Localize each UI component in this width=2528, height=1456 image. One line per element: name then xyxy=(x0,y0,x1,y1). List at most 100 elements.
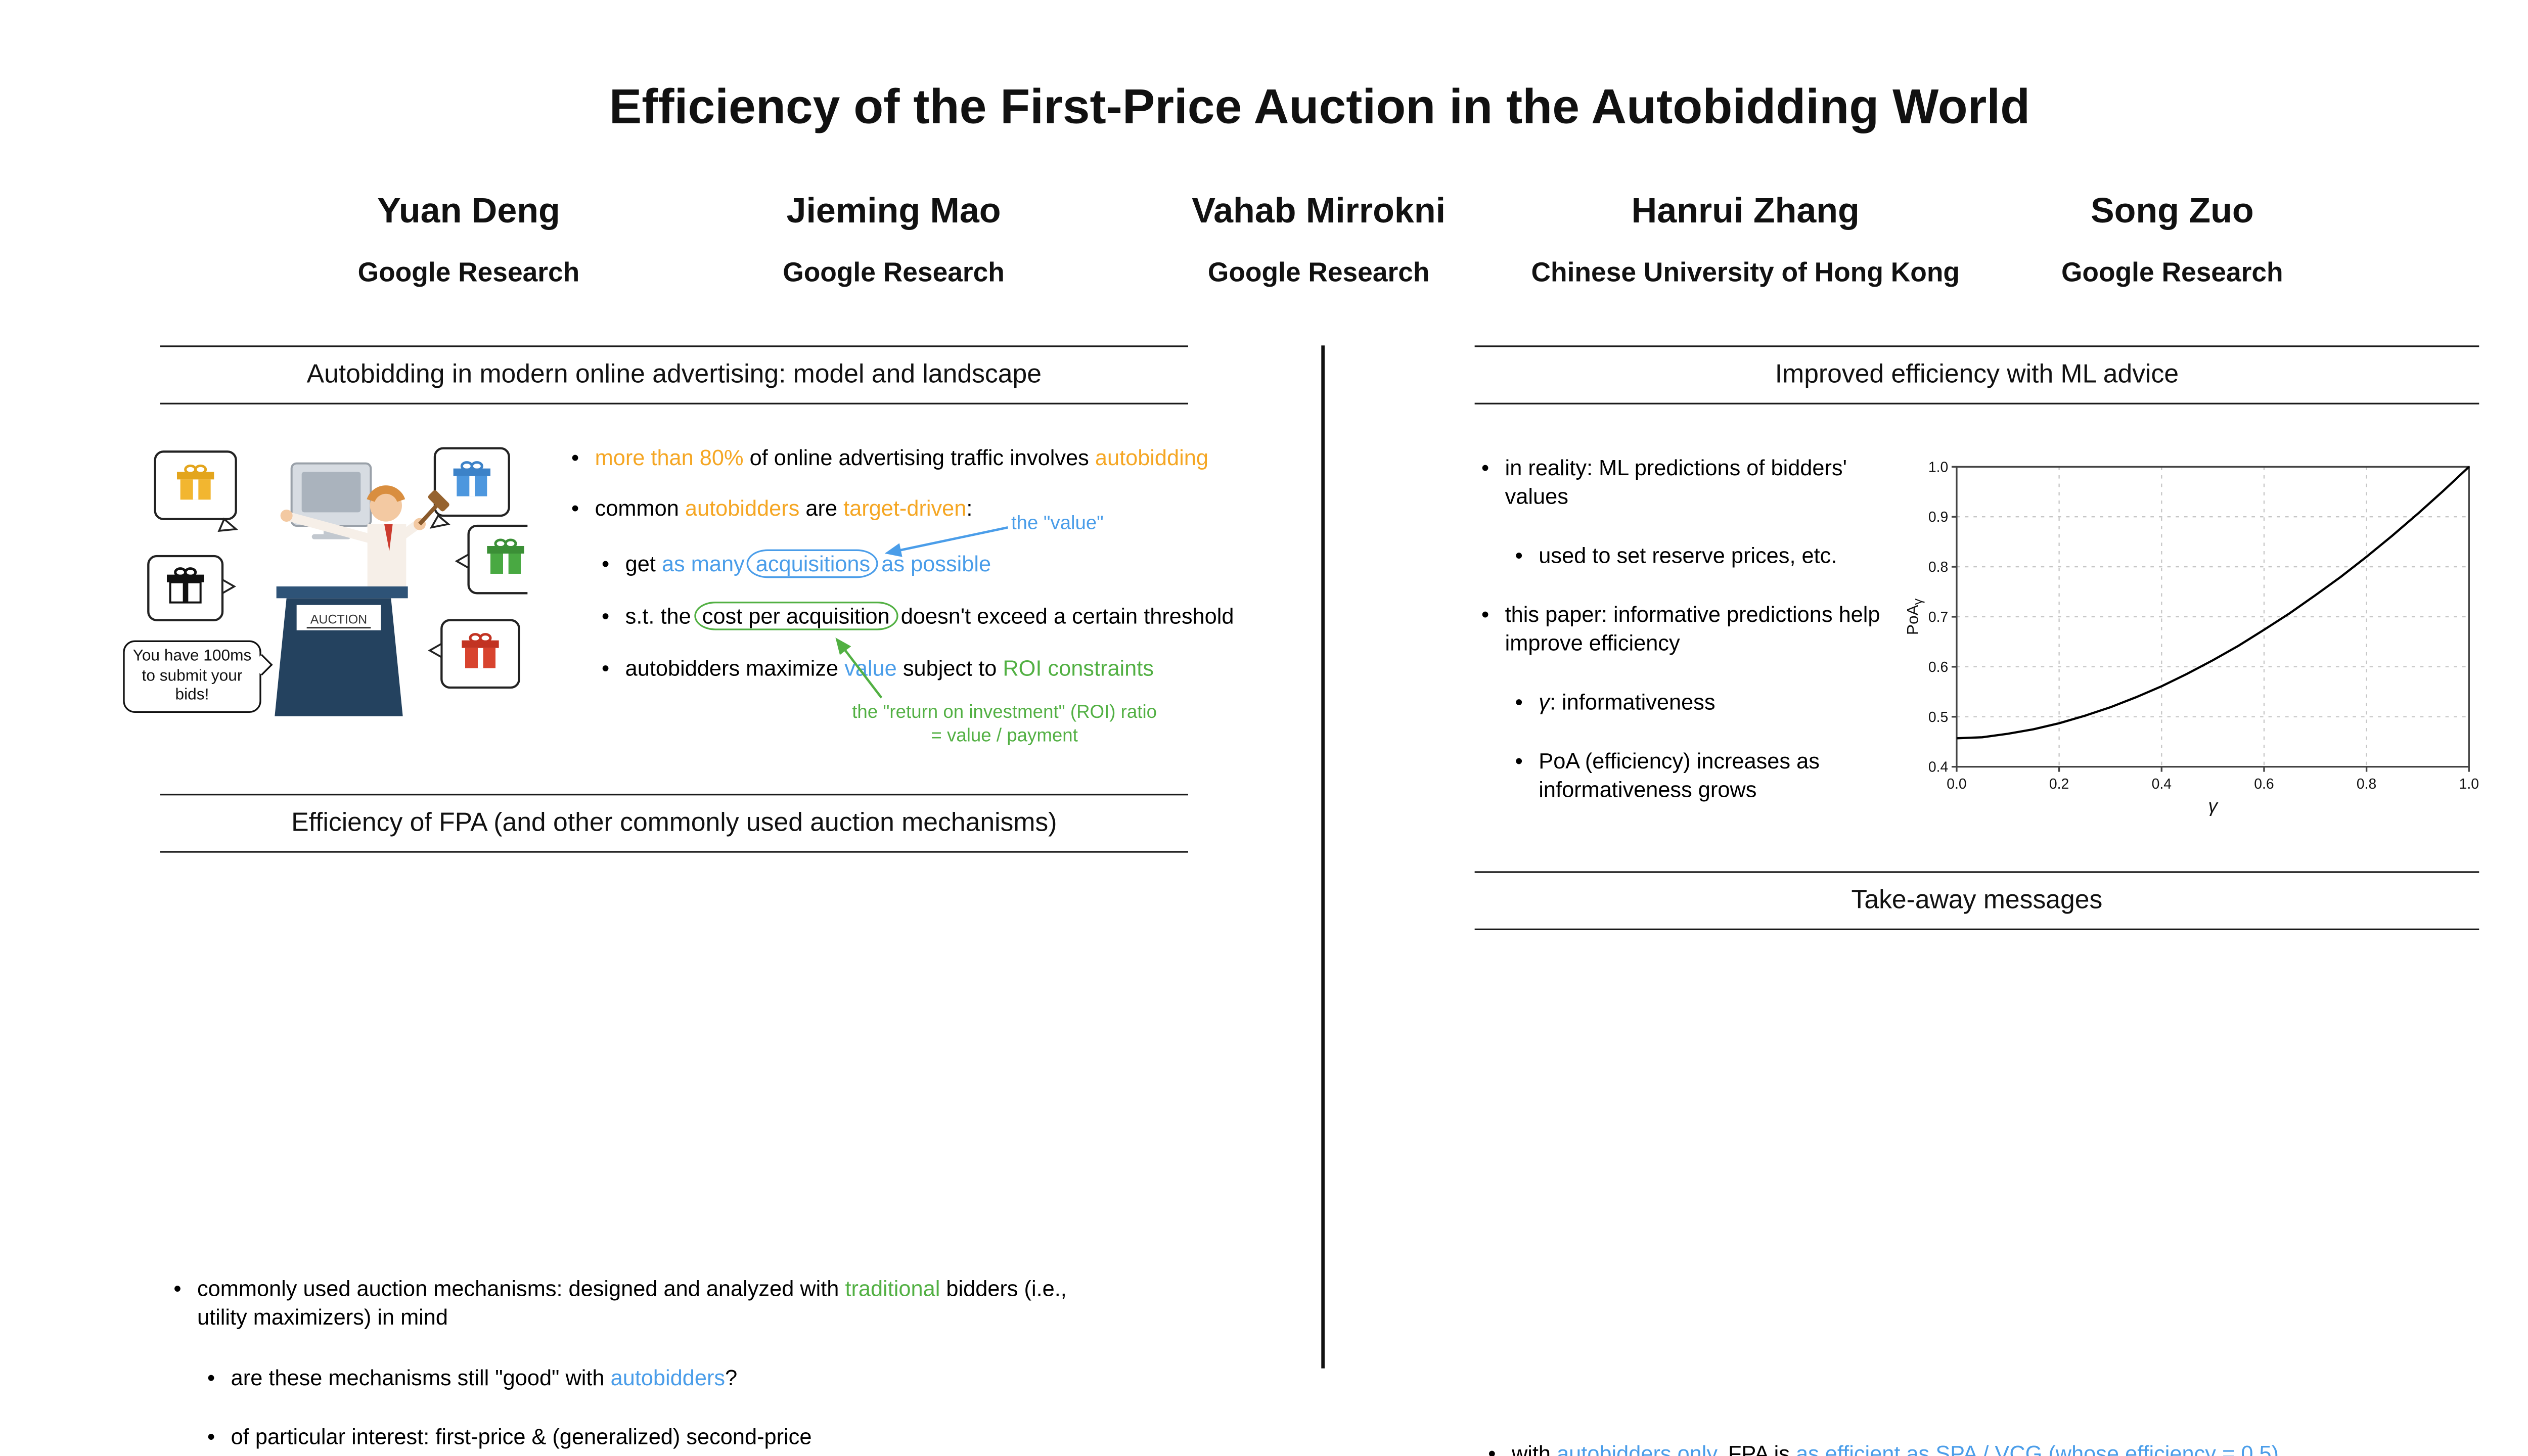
text-segment: acquisitions xyxy=(747,549,879,578)
text-segment: autobidders xyxy=(685,495,800,521)
author: Song Zuo Google Research xyxy=(1960,192,2385,290)
section-ml-advice-content: • in reality: ML predictions of bidders' … xyxy=(1475,403,2479,872)
text-segment: ? xyxy=(725,1364,738,1390)
bullet-marker: • xyxy=(601,551,610,576)
speech-bubble-text: You have 100ms to submit your bids! xyxy=(132,647,252,705)
roi-annotation-line1: the "return on investment" (ROI) ratio xyxy=(852,702,1157,723)
text-segment: ROI constraints xyxy=(1003,655,1154,681)
bullet-item: • with autobidders only, FPA is as effici… xyxy=(1488,1439,2499,1456)
svg-text:PoAγ: PoAγ xyxy=(1903,598,1925,635)
text-segment: bidders (i.e., utility maximizers) in mi… xyxy=(197,1276,1067,1330)
bullet-marker: • xyxy=(601,655,610,681)
text-segment: autobidders maximize xyxy=(625,655,845,681)
bullet-item: • get as many acquisitions as possible xyxy=(571,549,1245,578)
bullet-marker: • xyxy=(1481,454,1489,480)
bullet-marker: • xyxy=(1515,689,1523,715)
text-segment: are xyxy=(799,495,844,521)
text-segment: : informativeness xyxy=(1549,689,1716,715)
section-takeaways-content: • with autobidders only, FPA is as effici… xyxy=(1475,1397,2479,1456)
text-segment: target-driven xyxy=(843,495,967,521)
author-affiliation: Google Research xyxy=(1207,259,1430,288)
text-segment: more than 80% xyxy=(595,444,744,470)
svg-text:0.4: 0.4 xyxy=(2152,776,2172,792)
bullet-item: • autobidders maximize value subject to R… xyxy=(571,654,1245,682)
section-autobidding-content: AUCTION You have 100ms to submit your bi… xyxy=(123,403,1234,794)
svg-text:0.6: 0.6 xyxy=(2254,776,2274,792)
bullet-item: • this paper: informative predictions hel… xyxy=(1481,600,1906,657)
bullet-marker: • xyxy=(571,444,579,470)
bullet-marker: • xyxy=(1515,542,1523,568)
bullet-marker: • xyxy=(207,1364,215,1390)
author-affiliation: Google Research xyxy=(2061,259,2283,288)
roi-annotation: the "return on investment" (ROI) ratio =… xyxy=(824,701,1185,748)
svg-text:γ: γ xyxy=(2208,796,2219,816)
gift-bubble-yellow xyxy=(154,450,239,532)
text-segment: autobidders only xyxy=(1557,1440,1716,1456)
autobidding-bullets: • more than 80% of online advertising tra… xyxy=(571,443,1245,705)
gift-icon-yellow xyxy=(176,464,214,500)
text-segment: subject to xyxy=(896,655,1003,681)
author-affiliation: Chinese University of Hong Kong xyxy=(1531,259,1960,288)
section-title: Improved efficiency with ML advice xyxy=(1775,360,2179,389)
text-segment: are these mechanisms still "good" with xyxy=(231,1364,611,1390)
gift-icon-red xyxy=(462,633,499,668)
text-segment: commonly used auction mechanisms: design… xyxy=(197,1276,845,1301)
bullet-marker: • xyxy=(207,1424,215,1449)
svg-text:1.0: 1.0 xyxy=(1928,459,1948,475)
svg-text:0.4: 0.4 xyxy=(1928,759,1948,776)
text-segment: this paper: informative predictions help… xyxy=(1505,601,1880,656)
speech-bubble: You have 100ms to submit your bids! xyxy=(123,640,261,712)
text-segment: PoA (efficiency) increases as informativ… xyxy=(1539,748,1820,802)
gift-bubble-red xyxy=(428,619,520,689)
svg-text:0.9: 0.9 xyxy=(1928,509,1948,525)
author-name: Yuan Deng xyxy=(377,192,560,231)
text-segment: of online advertising traffic involves xyxy=(743,444,1095,470)
bullet-item: • are these mechanisms still "good" with … xyxy=(173,1363,1185,1392)
text-segment: used to set reserve prices, etc. xyxy=(1539,542,1837,568)
auctioneer-figure xyxy=(280,485,449,599)
section-header-fpa-efficiency: Efficiency of FPA (and other commonly us… xyxy=(160,793,1188,853)
svg-text:0.8: 0.8 xyxy=(2357,776,2376,792)
auction-illustration: AUCTION xyxy=(147,447,528,716)
value-annotation: the "value" xyxy=(1011,514,1104,534)
svg-text:0.0: 0.0 xyxy=(1947,776,1966,792)
gavel-icon xyxy=(418,490,449,526)
text-segment: as possible xyxy=(875,551,991,576)
poa-informativeness-chart: 0.0 0.2 0.4 0.6 0.8 1.0 0.4 0.5 0.6 0.7 0.8 0.9 1.0 γ… xyxy=(1903,459,2479,816)
author-name: Song Zuo xyxy=(2090,192,2254,231)
gift-bubble-green xyxy=(455,524,528,595)
author-affiliation: Google Research xyxy=(357,259,580,288)
text-segment: of particular interest: first-price & (g… xyxy=(231,1424,812,1449)
bullet-marker: • xyxy=(1488,1440,1496,1456)
bullet-marker: • xyxy=(571,495,579,521)
svg-text:0.8: 0.8 xyxy=(1928,559,1948,575)
text-segment: , FPA is xyxy=(1716,1440,1796,1456)
bullet-item: • common autobidders are target-driven: xyxy=(571,494,1245,523)
author-affiliation: Google Research xyxy=(783,259,1005,288)
text-segment: with xyxy=(1511,1440,1557,1456)
text-segment: as efficient as SPA / VCG (whose efficie… xyxy=(1795,1440,2279,1456)
author: Vahab Mirrokni Google Research xyxy=(1106,192,1531,290)
takeaway-bullets: • with autobidders only, FPA is as effici… xyxy=(1488,1439,2499,1456)
text-segment: get xyxy=(625,551,662,576)
text-segment: value xyxy=(844,655,897,681)
text-segment: γ xyxy=(1539,689,1550,715)
bullet-marker: • xyxy=(1515,748,1523,774)
podium: AUCTION xyxy=(275,586,408,716)
bullet-item: • s.t. the cost per acquisition doesn't e… xyxy=(571,601,1245,630)
gift-icon-green xyxy=(487,538,524,574)
gift-bubble-blue xyxy=(429,447,510,529)
right-column: Improved efficiency with ML advice • in r… xyxy=(1474,345,2479,1456)
ml-advice-bullets: • in reality: ML predictions of bidders' … xyxy=(1481,453,1906,834)
text-segment: common xyxy=(595,495,685,521)
svg-text:1.0: 1.0 xyxy=(2459,776,2479,792)
column-divider xyxy=(1321,345,1324,1369)
section-title: Take-away messages xyxy=(1851,886,2103,915)
gift-icon-black xyxy=(166,567,204,604)
left-column: Autobidding in modern online advertising… xyxy=(123,345,1234,1449)
bullet-item: • in reality: ML predictions of bidders' … xyxy=(1481,453,1906,511)
gift-icon-blue xyxy=(453,461,490,496)
bullet-item: • γ: informativeness xyxy=(1481,688,1906,716)
bullet-marker: • xyxy=(173,1276,182,1301)
